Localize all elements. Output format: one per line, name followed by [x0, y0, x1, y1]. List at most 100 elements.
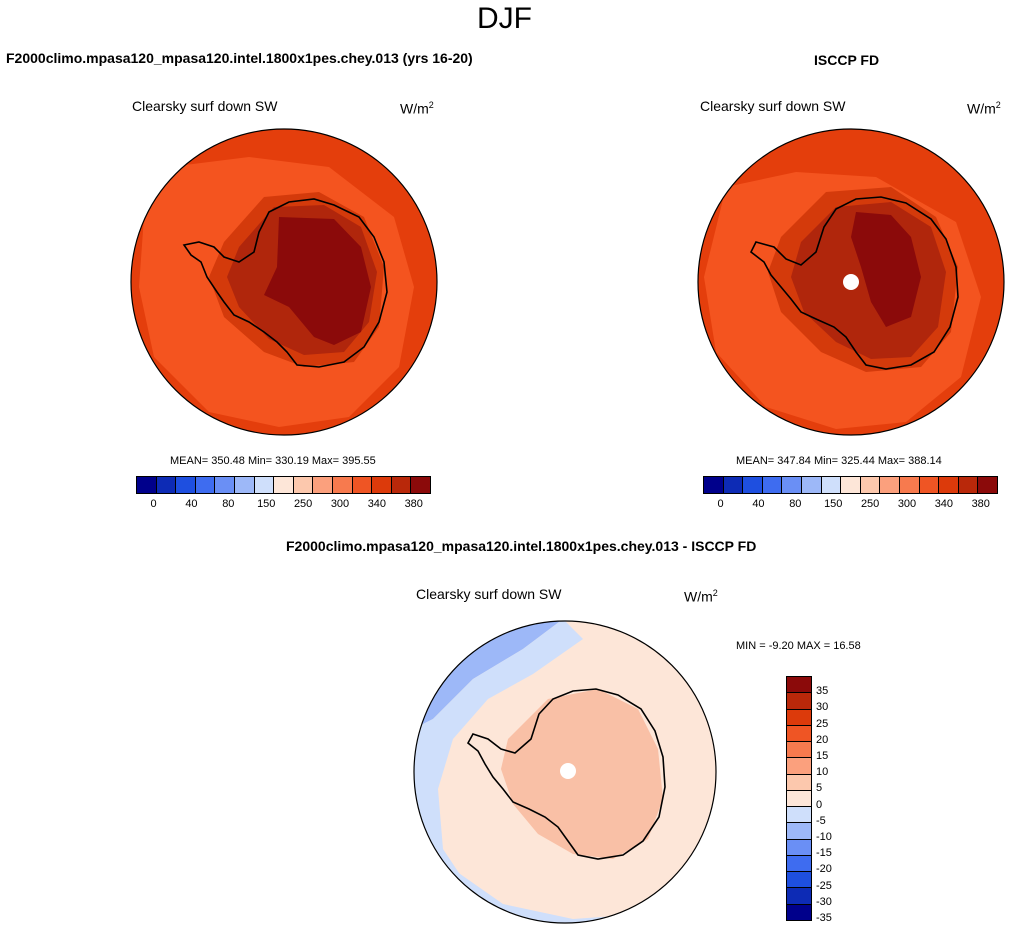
right-panel-title: ISCCP FD — [814, 52, 880, 68]
colorbar-tick-label: 380 — [404, 498, 423, 510]
colorbar-tick-label: 150 — [824, 498, 843, 510]
diff-stats: MIN = -9.20 MAX = 16.58 — [736, 640, 861, 652]
colorbar-swatch — [787, 677, 811, 694]
colorbar-tick-label: 80 — [789, 498, 802, 510]
colorbar-tick-label: 15 — [816, 750, 829, 762]
colorbar-swatch — [195, 477, 216, 493]
colorbar-swatch — [254, 477, 275, 493]
colorbar-swatch — [787, 693, 811, 710]
colorbar-tick-label: 25 — [816, 717, 829, 730]
colorbar-tick-label: 0 — [816, 798, 823, 811]
diff-colorbar — [786, 676, 812, 921]
colorbar-swatch — [860, 477, 881, 493]
colorbar-tick-label: 10 — [816, 766, 829, 779]
diff-panel-title: F2000climo.mpasa120_mpasa120.intel.1800x… — [286, 538, 757, 554]
colorbar-tick-label: 340 — [934, 498, 954, 510]
coastline — [749, 196, 959, 370]
colorbar-tick-label: 20 — [816, 733, 829, 746]
left-panel-title: F2000climo.mpasa120_mpasa120.intel.1800x… — [6, 50, 473, 66]
diff-variable-label: Clearsky surf down SW — [416, 586, 562, 602]
colorbar-tick-label: 40 — [752, 498, 765, 510]
colorbar-swatch — [958, 477, 979, 493]
colorbar-swatch — [332, 477, 353, 493]
diff-units-label: W/m2 — [684, 588, 718, 605]
left-colorbar — [136, 476, 431, 494]
colorbar-swatch — [411, 477, 430, 493]
left-polar-map — [130, 128, 438, 436]
colorbar-swatch — [787, 725, 811, 743]
colorbar-tick-label: -20 — [816, 863, 832, 876]
colorbar-tick-label: 80 — [222, 498, 235, 510]
colorbar-swatch — [787, 823, 811, 840]
colorbar-tick-label: -25 — [816, 879, 832, 892]
colorbar-swatch — [787, 709, 811, 726]
right-colorbar — [703, 476, 998, 494]
colorbar-swatch — [215, 477, 235, 493]
colorbar-swatch — [313, 477, 333, 493]
colorbar-tick-label: 250 — [293, 498, 313, 510]
colorbar-swatch — [787, 839, 811, 856]
colorbar-swatch — [234, 477, 255, 493]
colorbar-swatch — [787, 888, 811, 905]
right-colorbar-ticks: 0 40 80 150 250 300 340 380 — [703, 498, 998, 512]
colorbar-swatch — [841, 477, 861, 493]
coastline — [466, 688, 666, 860]
colorbar-swatch — [978, 477, 997, 493]
colorbar-tick-label: -35 — [816, 912, 832, 924]
interior-region — [264, 217, 371, 345]
colorbar-tick-label: 150 — [257, 498, 276, 510]
colorbar-swatch — [352, 477, 373, 493]
colorbar-tick-label: -15 — [816, 847, 832, 860]
colorbar-tick-label: 300 — [330, 498, 350, 510]
diff-cool-band-lower — [453, 869, 703, 923]
colorbar-swatch — [274, 477, 294, 493]
colorbar-swatch — [787, 758, 811, 775]
colorbar-swatch — [787, 872, 811, 889]
colorbar-tick-label: 250 — [860, 498, 880, 510]
right-stats: MEAN= 347.84 Min= 325.44 Max= 388.14 — [736, 455, 942, 467]
colorbar-tick-label: 300 — [897, 498, 917, 510]
colorbar-swatch — [723, 477, 744, 493]
left-stats: MEAN= 350.48 Min= 330.19 Max= 395.55 — [170, 455, 376, 467]
colorbar-tick-label: 340 — [367, 498, 387, 510]
colorbar-tick-label: 5 — [816, 782, 823, 795]
colorbar-tick-label: -5 — [816, 814, 826, 827]
colorbar-tick-label: 0 — [717, 498, 724, 510]
interior-region — [851, 212, 921, 327]
colorbar-swatch — [762, 477, 783, 493]
colorbar-tick-label: 0 — [150, 498, 157, 510]
diff-cool-region — [414, 621, 613, 923]
right-variable-label: Clearsky surf down SW — [700, 98, 846, 114]
missing-pole-region — [843, 274, 859, 290]
colorbar-swatch — [743, 477, 763, 493]
left-colorbar-ticks: 0 40 80 150 250 300 340 380 — [136, 498, 431, 512]
colorbar-tick-label: 380 — [971, 498, 990, 510]
colorbar-tick-label: -30 — [816, 895, 832, 908]
colorbar-swatch — [137, 477, 157, 493]
colorbar-swatch — [782, 477, 802, 493]
season-title: DJF — [477, 2, 532, 35]
colorbar-swatch — [939, 477, 959, 493]
right-polar-map — [697, 128, 1005, 436]
diff-warm-region — [501, 689, 663, 859]
colorbar-tick-label: -10 — [816, 831, 832, 843]
colorbar-swatch — [787, 742, 811, 759]
right-units-label: W/m2 — [967, 100, 1001, 117]
colorbar-swatch — [176, 477, 196, 493]
missing-pole-region — [560, 763, 576, 779]
colorbar-swatch — [156, 477, 177, 493]
diff-colorbar-ticks: 35 30 25 20 15 10 5 0 -5 -10 -15 -20 -25 -30 -35 — [816, 676, 856, 924]
colorbar-swatch — [801, 477, 822, 493]
colorbar-swatch — [787, 855, 811, 873]
colorbar-swatch — [787, 807, 811, 824]
colorbar-swatch — [372, 477, 392, 493]
colorbar-swatch — [787, 790, 811, 808]
left-variable-label: Clearsky surf down SW — [132, 98, 278, 114]
colorbar-tick-label: 30 — [816, 701, 829, 714]
colorbar-swatch — [787, 904, 811, 920]
colorbar-swatch — [704, 477, 724, 493]
colorbar-swatch — [899, 477, 920, 493]
diff-polar-map — [413, 620, 717, 924]
colorbar-swatch — [787, 774, 811, 791]
colorbar-tick-label: 35 — [816, 685, 829, 698]
